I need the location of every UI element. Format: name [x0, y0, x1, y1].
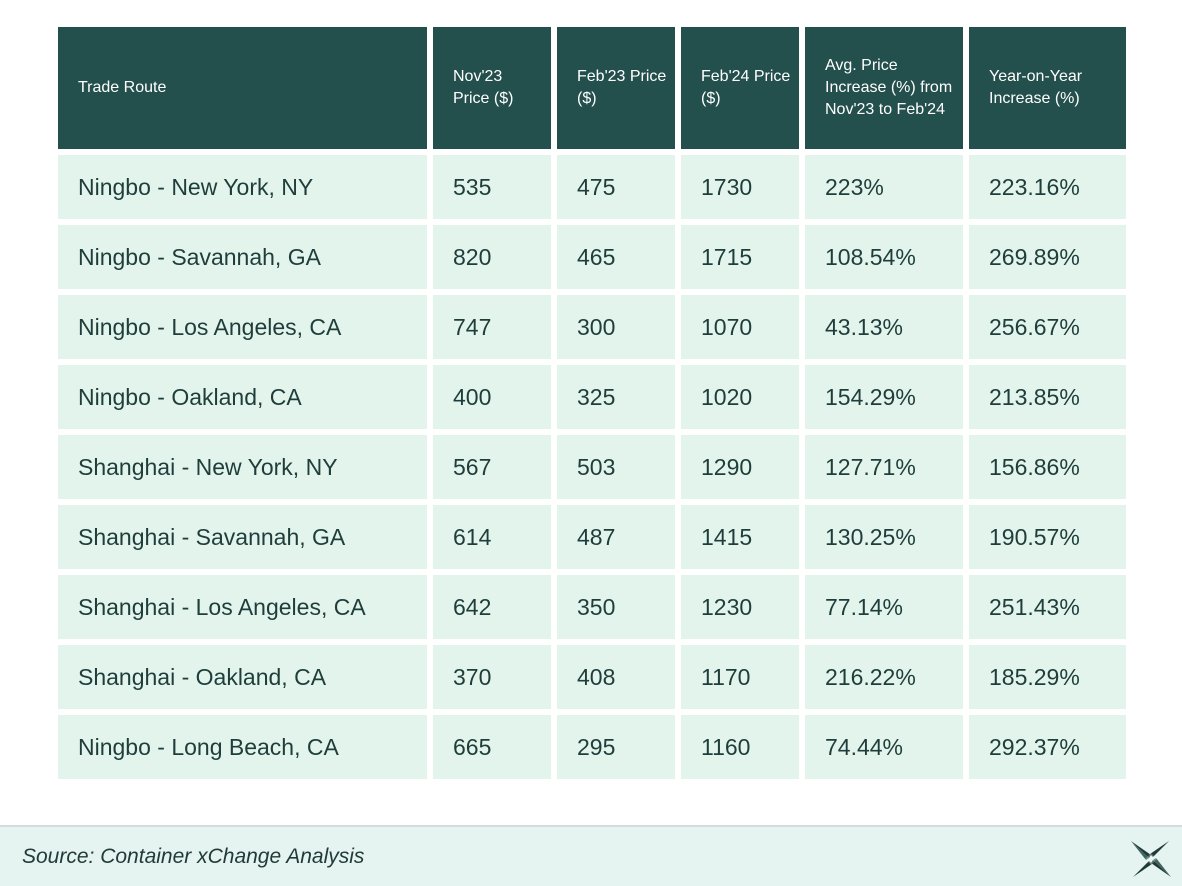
- value-cell: 475: [557, 155, 675, 219]
- table-row: Ningbo - Savannah, GA 820 465 1715 108.54% 26…: [58, 225, 1126, 289]
- value-cell: 43.13%: [805, 295, 963, 359]
- source-note: Source: Container xChange Analysis: [22, 845, 365, 868]
- value-cell: 127.71%: [805, 435, 963, 499]
- value-cell: 185.29%: [969, 645, 1126, 709]
- value-cell: 223%: [805, 155, 963, 219]
- column-header: Trade Route: [58, 27, 427, 149]
- footer-bar: Source: Container xChange Analysis: [0, 825, 1182, 886]
- value-cell: 408: [557, 645, 675, 709]
- trade-route-cell: Shanghai - Savannah, GA: [58, 505, 427, 569]
- value-cell: 487: [557, 505, 675, 569]
- value-cell: 820: [433, 225, 551, 289]
- table-row: Ningbo - Oakland, CA 400 325 1020 154.29% 213…: [58, 365, 1126, 429]
- table-row: Ningbo - Los Angeles, CA 747 300 1070 43.13%…: [58, 295, 1126, 359]
- value-cell: 1170: [681, 645, 799, 709]
- trade-route-cell: Ningbo - Savannah, GA: [58, 225, 427, 289]
- trade-route-cell: Ningbo - Oakland, CA: [58, 365, 427, 429]
- value-cell: 223.16%: [969, 155, 1126, 219]
- value-cell: 465: [557, 225, 675, 289]
- value-cell: 251.43%: [969, 575, 1126, 639]
- trade-route-cell: Shanghai - New York, NY: [58, 435, 427, 499]
- value-cell: 216.22%: [805, 645, 963, 709]
- value-cell: 1715: [681, 225, 799, 289]
- value-cell: 642: [433, 575, 551, 639]
- value-cell: 1290: [681, 435, 799, 499]
- value-cell: 213.85%: [969, 365, 1126, 429]
- value-cell: 1070: [681, 295, 799, 359]
- trade-route-cell: Ningbo - Los Angeles, CA: [58, 295, 427, 359]
- value-cell: 350: [557, 575, 675, 639]
- value-cell: 256.67%: [969, 295, 1126, 359]
- value-cell: 1415: [681, 505, 799, 569]
- value-cell: 567: [433, 435, 551, 499]
- table-row: Ningbo - New York, NY 535 475 1730 223% 223.1…: [58, 155, 1126, 219]
- column-header: Avg. Price Increase (%) from Nov'23 to F…: [805, 27, 963, 149]
- price-table-container: Trade Route Nov'23 Price ($) Feb'23 Price …: [58, 27, 1126, 779]
- value-cell: 190.57%: [969, 505, 1126, 569]
- column-header: Feb'24 Price ($): [681, 27, 799, 149]
- value-cell: 108.54%: [805, 225, 963, 289]
- column-header: Year-on-Year Increase (%): [969, 27, 1126, 149]
- value-cell: 535: [433, 155, 551, 219]
- value-cell: 154.29%: [805, 365, 963, 429]
- trade-route-cell: Shanghai - Los Angeles, CA: [58, 575, 427, 639]
- table-body: Ningbo - New York, NY 535 475 1730 223% 223.1…: [58, 155, 1126, 779]
- table-row: Shanghai - Oakland, CA 370 408 1170 216.22% 1…: [58, 645, 1126, 709]
- table-row: Ningbo - Long Beach, CA 665 295 1160 74.44% 2…: [58, 715, 1126, 779]
- value-cell: 292.37%: [969, 715, 1126, 779]
- table-row: Shanghai - Savannah, GA 614 487 1415 130.25%…: [58, 505, 1126, 569]
- column-header: Nov'23 Price ($): [433, 27, 551, 149]
- value-cell: 1160: [681, 715, 799, 779]
- value-cell: 503: [557, 435, 675, 499]
- value-cell: 269.89%: [969, 225, 1126, 289]
- trade-route-cell: Ningbo - New York, NY: [58, 155, 427, 219]
- value-cell: 156.86%: [969, 435, 1126, 499]
- value-cell: 1230: [681, 575, 799, 639]
- value-cell: 614: [433, 505, 551, 569]
- value-cell: 665: [433, 715, 551, 779]
- header-row: Trade Route Nov'23 Price ($) Feb'23 Price …: [58, 27, 1126, 149]
- table-row: Shanghai - New York, NY 567 503 1290 127.71%…: [58, 435, 1126, 499]
- value-cell: 400: [433, 365, 551, 429]
- column-header: Feb'23 Price ($): [557, 27, 675, 149]
- value-cell: 130.25%: [805, 505, 963, 569]
- value-cell: 300: [557, 295, 675, 359]
- value-cell: 295: [557, 715, 675, 779]
- xchange-logo-icon: [1131, 841, 1171, 877]
- value-cell: 370: [433, 645, 551, 709]
- table-header: Trade Route Nov'23 Price ($) Feb'23 Price …: [58, 27, 1126, 149]
- value-cell: 1020: [681, 365, 799, 429]
- trade-route-cell: Shanghai - Oakland, CA: [58, 645, 427, 709]
- value-cell: 1730: [681, 155, 799, 219]
- table-row: Shanghai - Los Angeles, CA 642 350 1230 77.1…: [58, 575, 1126, 639]
- trade-route-cell: Ningbo - Long Beach, CA: [58, 715, 427, 779]
- value-cell: 747: [433, 295, 551, 359]
- value-cell: 74.44%: [805, 715, 963, 779]
- value-cell: 77.14%: [805, 575, 963, 639]
- price-table: Trade Route Nov'23 Price ($) Feb'23 Price …: [52, 21, 1132, 785]
- value-cell: 325: [557, 365, 675, 429]
